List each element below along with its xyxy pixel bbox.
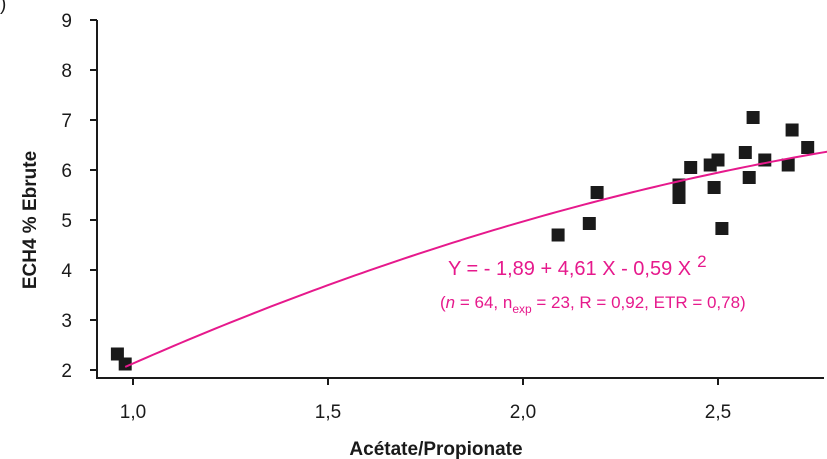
data-point	[785, 123, 799, 137]
stats-n-exp: = 64, n	[455, 293, 512, 312]
x-tick-label: 2,5	[705, 402, 731, 423]
data-point	[551, 228, 565, 242]
y-tick-label: 4	[61, 261, 72, 282]
fit-curve	[124, 150, 827, 368]
data-point	[742, 171, 756, 184]
data-point	[801, 141, 815, 154]
equation-exponent: 2	[697, 252, 706, 271]
y-tick-label: 2	[61, 361, 72, 382]
data-point	[110, 347, 124, 361]
x-tick-label: 1,0	[120, 402, 146, 423]
data-point	[582, 217, 596, 230]
y-tick-label: 5	[61, 211, 72, 232]
x-tick-label: 2,0	[510, 402, 536, 423]
regression-equation: Y = - 1,89 + 4,61 X - 0,59 X 2	[448, 252, 707, 280]
data-point	[711, 153, 725, 167]
stats-rest: = 23, R = 0,92, ETR = 0,78)	[532, 293, 746, 312]
stats-n: n	[446, 293, 455, 312]
stats-subscript: exp	[512, 302, 532, 316]
y-tick-label: 7	[61, 111, 72, 132]
equation-main: Y = - 1,89 + 4,61 X - 0,59 X	[448, 258, 691, 280]
data-point	[781, 158, 795, 172]
y-axis-title: ECH4 % Ebrute	[20, 151, 41, 289]
stats-open: (	[440, 293, 446, 312]
data-point	[707, 181, 721, 194]
y-tick-label: 3	[61, 311, 72, 332]
x-axis-title: Acétate/Propionate	[349, 439, 522, 459]
y-tick-label: 8	[61, 61, 72, 82]
header-fragment: )	[0, 0, 6, 15]
axes	[96, 20, 824, 379]
data-point	[590, 186, 604, 199]
data-point	[684, 161, 698, 174]
data-point	[738, 146, 752, 159]
y-tick-label: 6	[61, 161, 72, 182]
data-point	[118, 357, 132, 371]
x-tick-label: 1,5	[315, 402, 341, 423]
data-point	[672, 191, 686, 204]
y-tick-label: 9	[61, 11, 72, 32]
data-point	[746, 111, 760, 124]
data-points	[110, 111, 815, 371]
regression-stats: (n = 64, nexp = 23, R = 0,92, ETR = 0,78…	[440, 293, 746, 316]
data-point	[715, 222, 729, 235]
